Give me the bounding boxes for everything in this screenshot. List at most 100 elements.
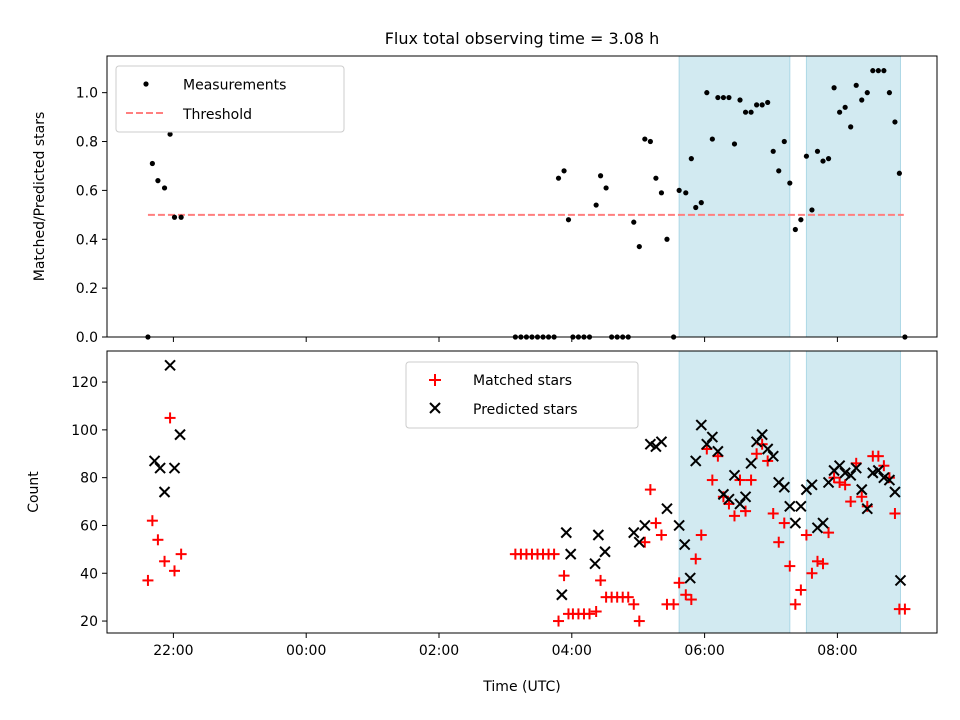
matched-star-point <box>706 474 718 486</box>
matched-star-point <box>164 412 176 424</box>
predicted-star-point <box>767 450 779 462</box>
matched-star-point <box>811 555 823 567</box>
predicted-star-point <box>883 474 896 486</box>
predicted-star-point <box>678 538 691 551</box>
predicted-star-point <box>734 498 746 510</box>
ratio-y-tick-label: 1.0 <box>76 86 98 102</box>
measurement-point <box>631 219 637 225</box>
matched-star-point <box>655 529 667 541</box>
predicted-star-point <box>817 517 829 529</box>
predicted-star-point <box>560 526 572 539</box>
count-y-tick-label: 100 <box>71 423 98 439</box>
ratio-y-tick-label: 0.4 <box>76 232 98 248</box>
matched-star-point <box>650 517 662 529</box>
predicted-star-point <box>168 462 181 474</box>
matched-star-point <box>806 567 818 579</box>
matched-star-point <box>548 548 560 560</box>
measurement-point <box>715 94 721 101</box>
measurement-point <box>870 68 876 74</box>
measurement-point <box>658 190 665 196</box>
ratio-shaded-interval <box>678 55 791 338</box>
ratio-panel: 0.0 0.2 0.4 0.6 0.8 1.0 Matched/Predicted sta… <box>32 55 938 346</box>
predicted-star-point <box>861 503 873 515</box>
measurement-point <box>748 109 754 115</box>
measurement-point <box>720 94 727 101</box>
matched-star-point <box>142 574 154 586</box>
predicted-star-point <box>822 476 835 489</box>
measurement-point <box>798 217 804 223</box>
legend-measurements-marker <box>143 81 149 87</box>
matched-star-point <box>146 515 158 527</box>
predicted-star-point <box>701 438 713 450</box>
ratio-legend-box <box>115 65 345 133</box>
predicted-star-point <box>889 486 901 498</box>
ratio-y-tick-label: 0.8 <box>76 135 98 151</box>
count-y-tick-label: 80 <box>80 471 98 487</box>
predicted-star-point <box>739 491 752 503</box>
ratio-legend: Measurements Threshold <box>115 65 345 133</box>
measurement-point <box>831 85 837 91</box>
measurement-point <box>171 214 178 220</box>
predicted-star-point <box>695 419 707 431</box>
predicted-star-point <box>795 500 807 513</box>
matched-star-point <box>778 517 790 529</box>
measurement-point <box>820 158 826 164</box>
count-y-tick-label: 20 <box>80 614 98 630</box>
matched-star-point <box>762 455 774 467</box>
matched-star-point <box>751 448 763 460</box>
predicted-star-point <box>844 469 857 481</box>
measurement-point <box>848 124 854 130</box>
chart-title: Flux total observing time = 3.08 h <box>385 29 660 48</box>
measurement-point <box>770 148 776 154</box>
count-y-tick-label: 40 <box>80 566 98 582</box>
matched-star-point <box>839 479 851 491</box>
predicted-star-point <box>778 481 790 493</box>
measurement-point <box>759 102 765 108</box>
measurement-point <box>781 138 787 145</box>
predicted-star-point <box>761 443 774 455</box>
x-tick-label: 06:00 <box>684 643 724 659</box>
predicted-star-point <box>633 536 646 548</box>
measurement-point <box>881 68 887 74</box>
measurement-point <box>892 119 898 125</box>
measurement-point <box>704 90 710 96</box>
matched-star-point <box>728 510 740 522</box>
predicted-star-point <box>850 462 862 474</box>
matched-star-point <box>553 615 565 627</box>
measurement-point <box>597 173 604 179</box>
matched-star-point <box>745 474 757 486</box>
measurement-point <box>555 175 562 181</box>
matched-star-point <box>872 450 884 462</box>
predicted-star-point <box>158 486 171 498</box>
count-shaded-interval <box>678 350 791 634</box>
matched-star-point <box>889 508 901 520</box>
measurement-point <box>825 156 832 162</box>
x-tick-label: 08:00 <box>817 643 857 659</box>
measurement-point <box>792 226 798 233</box>
predicted-star-point <box>894 574 907 587</box>
matched-star-point <box>789 598 801 610</box>
measurement-point <box>803 153 810 159</box>
matched-star-point <box>644 484 656 496</box>
predicted-star-point <box>756 428 768 441</box>
matched-star-point <box>685 594 697 606</box>
matched-star-point <box>828 472 840 484</box>
measurement-point <box>603 185 609 191</box>
measurement-point <box>149 160 155 167</box>
predicted-star-point <box>684 572 696 584</box>
matched-star-point <box>595 574 607 586</box>
measurement-point <box>875 68 881 74</box>
matched-star-point <box>628 598 640 610</box>
matched-star-point <box>622 591 634 603</box>
count-legend: Matched stars Predicted stars <box>405 361 639 429</box>
matched-star-point <box>695 529 707 541</box>
matched-star-point <box>175 548 187 560</box>
measurement-point <box>896 170 902 176</box>
ratio-y-axis-label: Matched/Predicted stars <box>32 112 48 282</box>
measurement-point <box>809 207 815 213</box>
measurement-point <box>693 204 699 211</box>
matched-star-point <box>767 508 779 520</box>
measurement-point <box>765 99 771 106</box>
matched-star-point <box>784 560 796 572</box>
